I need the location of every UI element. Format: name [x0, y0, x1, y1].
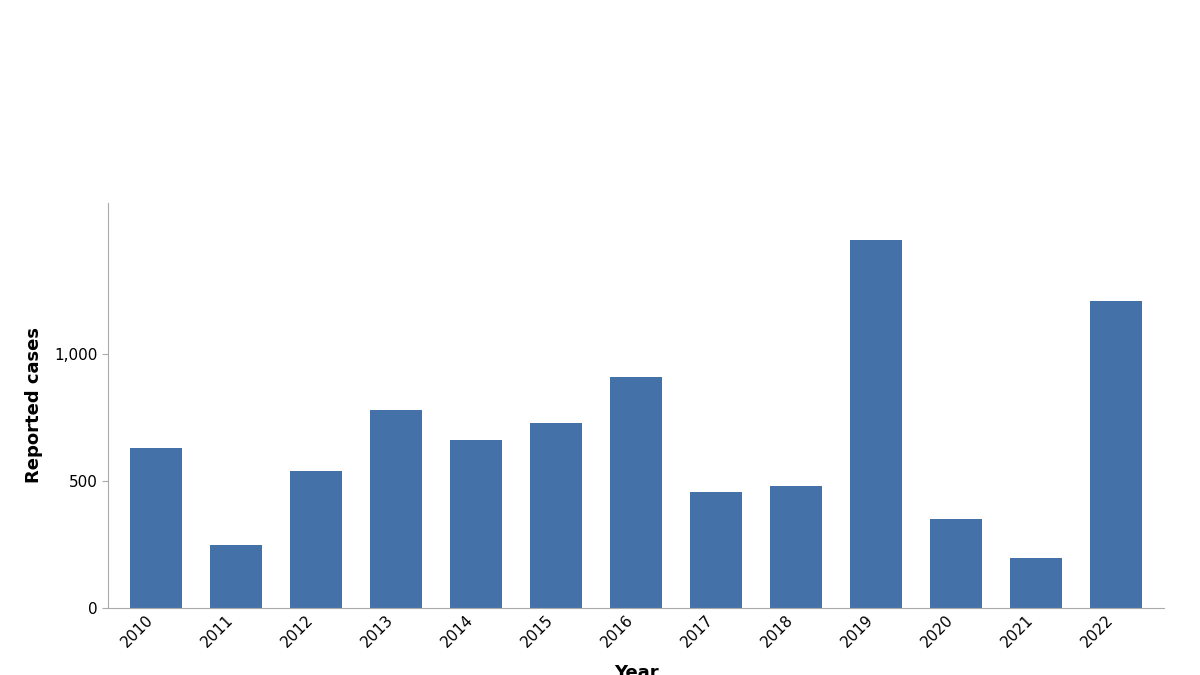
Bar: [130, 448, 182, 608]
Text: Travel associated dengue cases by year, 2010 - 2022: Travel associated dengue cases by year, …: [28, 132, 727, 156]
Bar: [610, 377, 662, 608]
Bar: [850, 240, 902, 608]
Bar: [1010, 558, 1062, 608]
Bar: [770, 486, 822, 608]
Bar: [450, 441, 502, 608]
Bar: [290, 471, 342, 608]
Bar: [530, 423, 582, 608]
Text: Cumulative Data (2010-2022): Cumulative Data (2010-2022): [16, 29, 522, 58]
Bar: [930, 519, 982, 608]
Y-axis label: Reported cases: Reported cases: [25, 327, 43, 483]
Bar: [1090, 301, 1142, 608]
X-axis label: Year: Year: [613, 664, 659, 675]
Bar: [210, 545, 262, 608]
Bar: [690, 492, 742, 608]
Bar: [370, 410, 422, 608]
